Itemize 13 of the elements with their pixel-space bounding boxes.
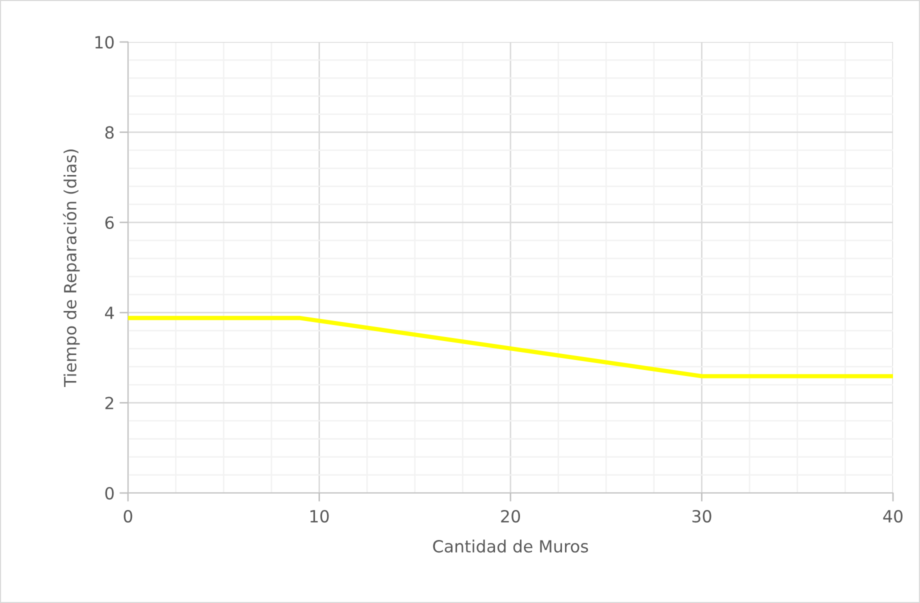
y-tick-label: 0 bbox=[105, 486, 114, 500]
x-tick-label: 10 bbox=[310, 510, 329, 523]
x-tick-label: 0 bbox=[124, 510, 132, 523]
y-tick-label: 8 bbox=[105, 126, 114, 139]
x-tick-label: 40 bbox=[883, 510, 902, 523]
y-axis-title: Tiempo de Reparación (dias) bbox=[62, 149, 80, 387]
y-tick-label: 10 bbox=[95, 36, 114, 49]
x-tick-label: 30 bbox=[692, 510, 712, 523]
y-tick-label: 6 bbox=[105, 216, 114, 229]
x-axis-title: Cantidad de Muros bbox=[433, 540, 588, 553]
y-tick-label: 2 bbox=[105, 396, 114, 410]
x-tick-label: 20 bbox=[501, 510, 520, 523]
y-tick-label: 4 bbox=[105, 306, 114, 319]
